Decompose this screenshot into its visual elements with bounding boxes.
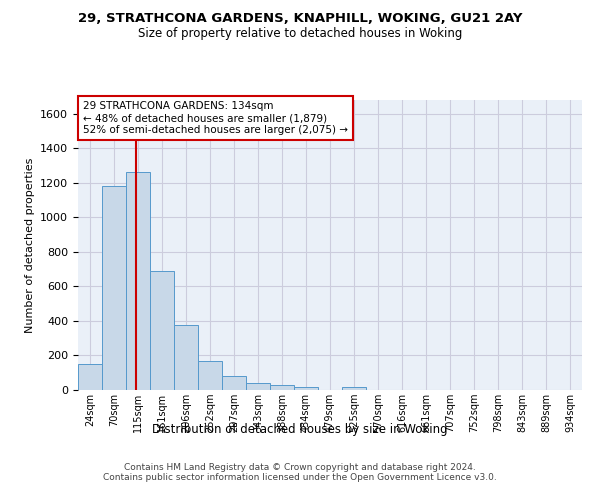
Bar xyxy=(222,376,246,390)
Bar xyxy=(102,186,126,390)
Bar xyxy=(150,271,174,390)
Bar xyxy=(78,364,102,390)
Bar xyxy=(294,386,318,390)
Bar xyxy=(342,388,366,390)
Text: Contains HM Land Registry data © Crown copyright and database right 2024.
Contai: Contains HM Land Registry data © Crown c… xyxy=(103,462,497,482)
Y-axis label: Number of detached properties: Number of detached properties xyxy=(25,158,35,332)
Bar xyxy=(126,172,150,390)
Text: 29 STRATHCONA GARDENS: 134sqm
← 48% of detached houses are smaller (1,879)
52% o: 29 STRATHCONA GARDENS: 134sqm ← 48% of d… xyxy=(83,102,348,134)
Text: Size of property relative to detached houses in Woking: Size of property relative to detached ho… xyxy=(138,28,462,40)
Bar xyxy=(270,385,294,390)
Bar xyxy=(174,326,198,390)
Text: Distribution of detached houses by size in Woking: Distribution of detached houses by size … xyxy=(152,422,448,436)
Text: 29, STRATHCONA GARDENS, KNAPHILL, WOKING, GU21 2AY: 29, STRATHCONA GARDENS, KNAPHILL, WOKING… xyxy=(78,12,522,26)
Bar xyxy=(246,384,270,390)
Bar xyxy=(198,361,222,390)
